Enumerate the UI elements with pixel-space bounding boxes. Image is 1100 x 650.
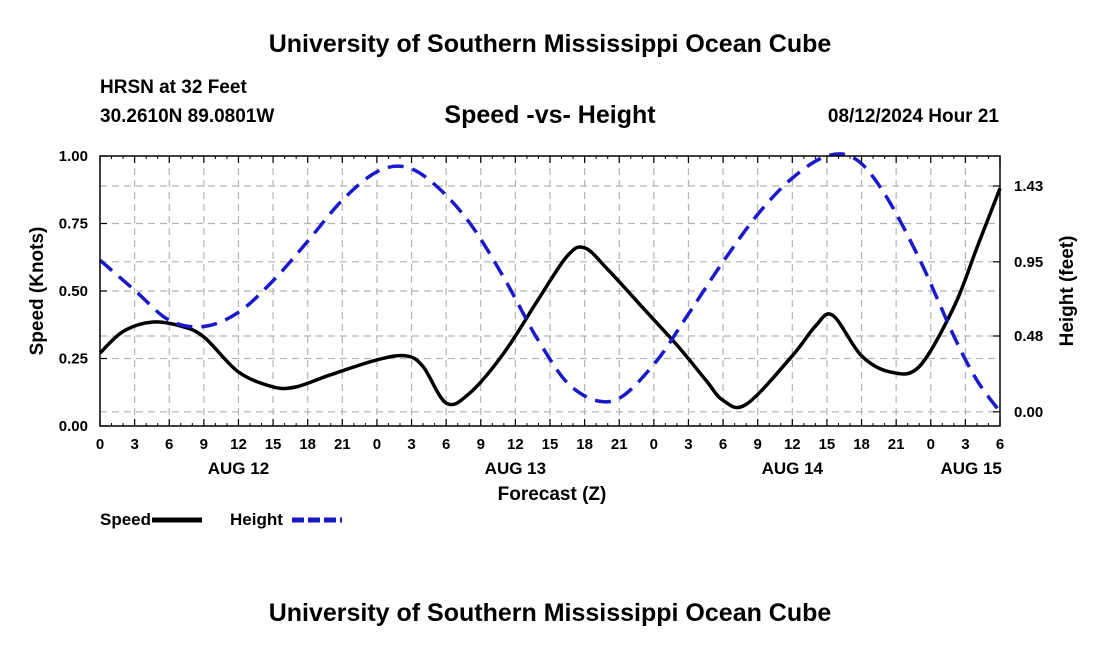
y-tick-label: 0.00 bbox=[59, 418, 88, 435]
x-tick-label: 0 bbox=[927, 436, 935, 453]
x-tick-label: 0 bbox=[96, 436, 104, 453]
page-title: University of Southern Mississippi Ocean… bbox=[268, 30, 832, 58]
x-tick-label: 3 bbox=[684, 436, 692, 453]
x-tick-label: 3 bbox=[407, 436, 415, 453]
x-tick-label: 0 bbox=[373, 436, 381, 453]
legend-label-speed: Speed bbox=[100, 510, 151, 529]
x-tick-label: 3 bbox=[130, 436, 138, 453]
x-tick-label: 6 bbox=[442, 436, 450, 453]
x-tick-label: 3 bbox=[961, 436, 969, 453]
y2-tick-label: 1.43 bbox=[1014, 178, 1043, 195]
x-tick-label: 6 bbox=[996, 436, 1004, 453]
x-tick-label: 9 bbox=[754, 436, 762, 453]
x-tick-label: 18 bbox=[299, 436, 316, 453]
x-tick-label: 0 bbox=[650, 436, 658, 453]
station-name: HRSN at 32 Feet bbox=[100, 77, 247, 98]
legend-label-height: Height bbox=[230, 510, 283, 529]
x-axis-title: Forecast (Z) bbox=[498, 484, 607, 505]
day-label: AUG 15 bbox=[940, 459, 1001, 478]
x-tick-label: 6 bbox=[165, 436, 173, 453]
x-tick-label: 21 bbox=[334, 436, 351, 453]
axis-ticks bbox=[99, 155, 1001, 427]
y-axis-title: Speed (Knots) bbox=[27, 227, 48, 356]
x-tick-label: 6 bbox=[719, 436, 727, 453]
y-tick-label: 1.00 bbox=[59, 148, 88, 165]
station-coordinates: 30.2610N 89.0801W bbox=[100, 106, 275, 127]
y2-tick-label: 0.48 bbox=[1014, 328, 1043, 345]
day-label: AUG 13 bbox=[485, 459, 546, 478]
x-tick-label: 12 bbox=[784, 436, 801, 453]
y-tick-label: 0.50 bbox=[59, 283, 88, 300]
x-tick-label: 9 bbox=[200, 436, 208, 453]
x-tick-label: 9 bbox=[477, 436, 485, 453]
series-lines bbox=[98, 152, 1002, 413]
day-label: AUG 14 bbox=[762, 459, 824, 478]
speed-height-chart: 0 3 6 9 12 15 18 21 0 3 6 9 12 15 18 21 0 3 6 9 12 15 18 21 0 3 6 A… bbox=[27, 148, 1078, 529]
x-tick-label: 15 bbox=[265, 436, 282, 453]
speed-series-line bbox=[98, 187, 1002, 410]
x-tick-label: 12 bbox=[507, 436, 524, 453]
day-label: AUG 12 bbox=[208, 459, 269, 478]
y-tick-label: 0.75 bbox=[59, 216, 88, 233]
chart-title: Speed -vs- Height bbox=[444, 101, 656, 129]
x-tick-label: 21 bbox=[611, 436, 628, 453]
x-tick-label: 12 bbox=[230, 436, 247, 453]
x-tick-label: 18 bbox=[576, 436, 593, 453]
axis-labels: 0 3 6 9 12 15 18 21 0 3 6 9 12 15 18 21 0 3 6 9 12 15 18 21 0 3 6 A… bbox=[27, 148, 1078, 505]
legend: Speed Height bbox=[100, 510, 342, 529]
x-tick-label: 21 bbox=[888, 436, 905, 453]
y2-tick-label: 0.00 bbox=[1014, 404, 1043, 421]
footer-title: University of Southern Mississippi Ocean… bbox=[268, 599, 832, 627]
x-tick-label: 15 bbox=[542, 436, 559, 453]
forecast-datetime: 08/12/2024 Hour 21 bbox=[827, 106, 999, 127]
grid-lines bbox=[100, 156, 1000, 426]
height-series-line bbox=[98, 152, 1002, 413]
x-tick-label: 15 bbox=[819, 436, 836, 453]
y2-tick-label: 0.95 bbox=[1014, 254, 1043, 271]
y2-axis-title: Height (feet) bbox=[1057, 236, 1078, 347]
x-tick-label: 18 bbox=[853, 436, 870, 453]
y-tick-label: 0.25 bbox=[59, 351, 88, 368]
